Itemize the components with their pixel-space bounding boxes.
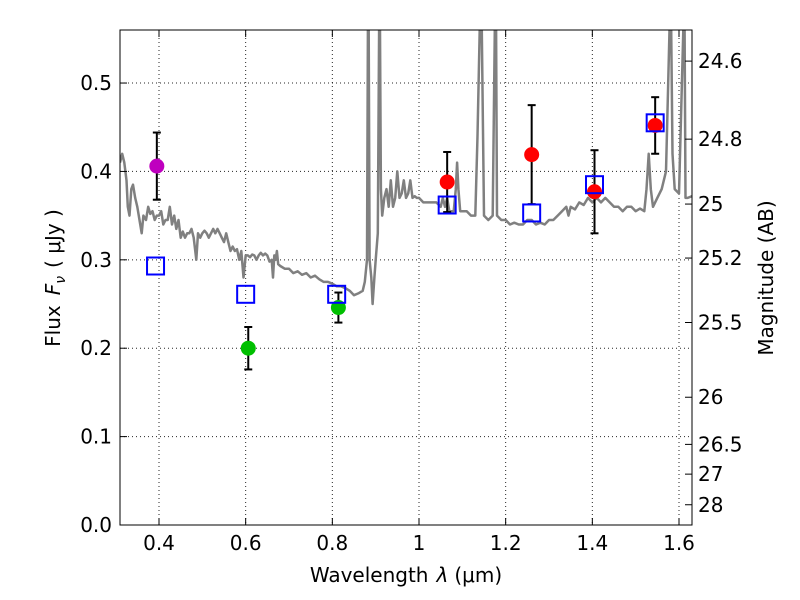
y-axis-ticks: 0.0 0.1 0.2 0.3 0.4 0.5 — [80, 71, 127, 537]
observed-point — [240, 340, 256, 356]
x-tick-label: 0.4 — [143, 531, 175, 555]
grid — [120, 30, 692, 526]
observed-point — [647, 117, 663, 133]
model-photometry-square — [522, 203, 542, 223]
model-photometry-square — [146, 256, 166, 276]
magnitude-axis-ticks: 24.6 24.8 25 25.2 25.5 26 26.5 27 28 — [685, 49, 743, 517]
magnitude-tick-label: 25 — [698, 192, 723, 216]
model-photometry-square — [585, 175, 604, 195]
magnitude-tick-label: 25.5 — [698, 311, 743, 335]
observed-points — [149, 117, 663, 356]
error-bars — [152, 96, 660, 371]
x-axis-label: Wavelength λ (μm) — [310, 563, 502, 587]
magnitude-tick-label: 25.2 — [698, 246, 743, 270]
y-axis-label: FluxFν( μJy ) — [41, 209, 69, 347]
model-photometry-squares — [146, 113, 665, 304]
x-tick-label: 1 — [413, 531, 426, 555]
y-tick-label: 0.3 — [80, 248, 112, 272]
model-photometry-square — [236, 284, 256, 304]
magnitude-tick-label: 28 — [698, 493, 723, 517]
observed-point — [149, 158, 165, 174]
plot-frame — [119, 29, 693, 526]
x-tick-label: 0.8 — [316, 531, 348, 555]
y-tick-label: 0.5 — [80, 71, 112, 95]
model-spectrum — [120, 30, 692, 306]
x-tick-label: 1.6 — [663, 531, 695, 555]
observed-point — [587, 184, 602, 200]
x-axis-ticks: 0.4 0.6 0.8 1 1.2 1.4 1.6 — [143, 30, 695, 555]
model-photometry-square — [327, 284, 347, 304]
magnitude-tick-label: 26.5 — [698, 432, 743, 456]
magnitude-tick-label: 24.8 — [698, 127, 743, 151]
magnitude-tick-label: 26 — [698, 385, 723, 409]
y-tick-label: 0.4 — [80, 159, 112, 183]
y-tick-label: 0.1 — [80, 425, 112, 449]
model-photometry-square — [645, 113, 665, 133]
model-photometry-square — [437, 195, 457, 215]
x-tick-label: 1.2 — [490, 531, 522, 555]
model-spectrum-line — [120, 30, 692, 306]
magnitude-tick-label: 24.6 — [698, 49, 743, 73]
observed-point — [524, 147, 540, 163]
x-tick-label: 1.4 — [576, 531, 608, 555]
x-tick-label: 0.6 — [230, 531, 262, 555]
observed-point — [439, 174, 455, 190]
observed-point — [330, 300, 346, 316]
y-tick-label: 0.0 — [80, 513, 112, 537]
y-tick-label: 0.2 — [80, 336, 112, 360]
magnitude-tick-label: 27 — [698, 462, 723, 486]
magnitude-axis-label: Magnitude (AB) — [754, 200, 778, 355]
